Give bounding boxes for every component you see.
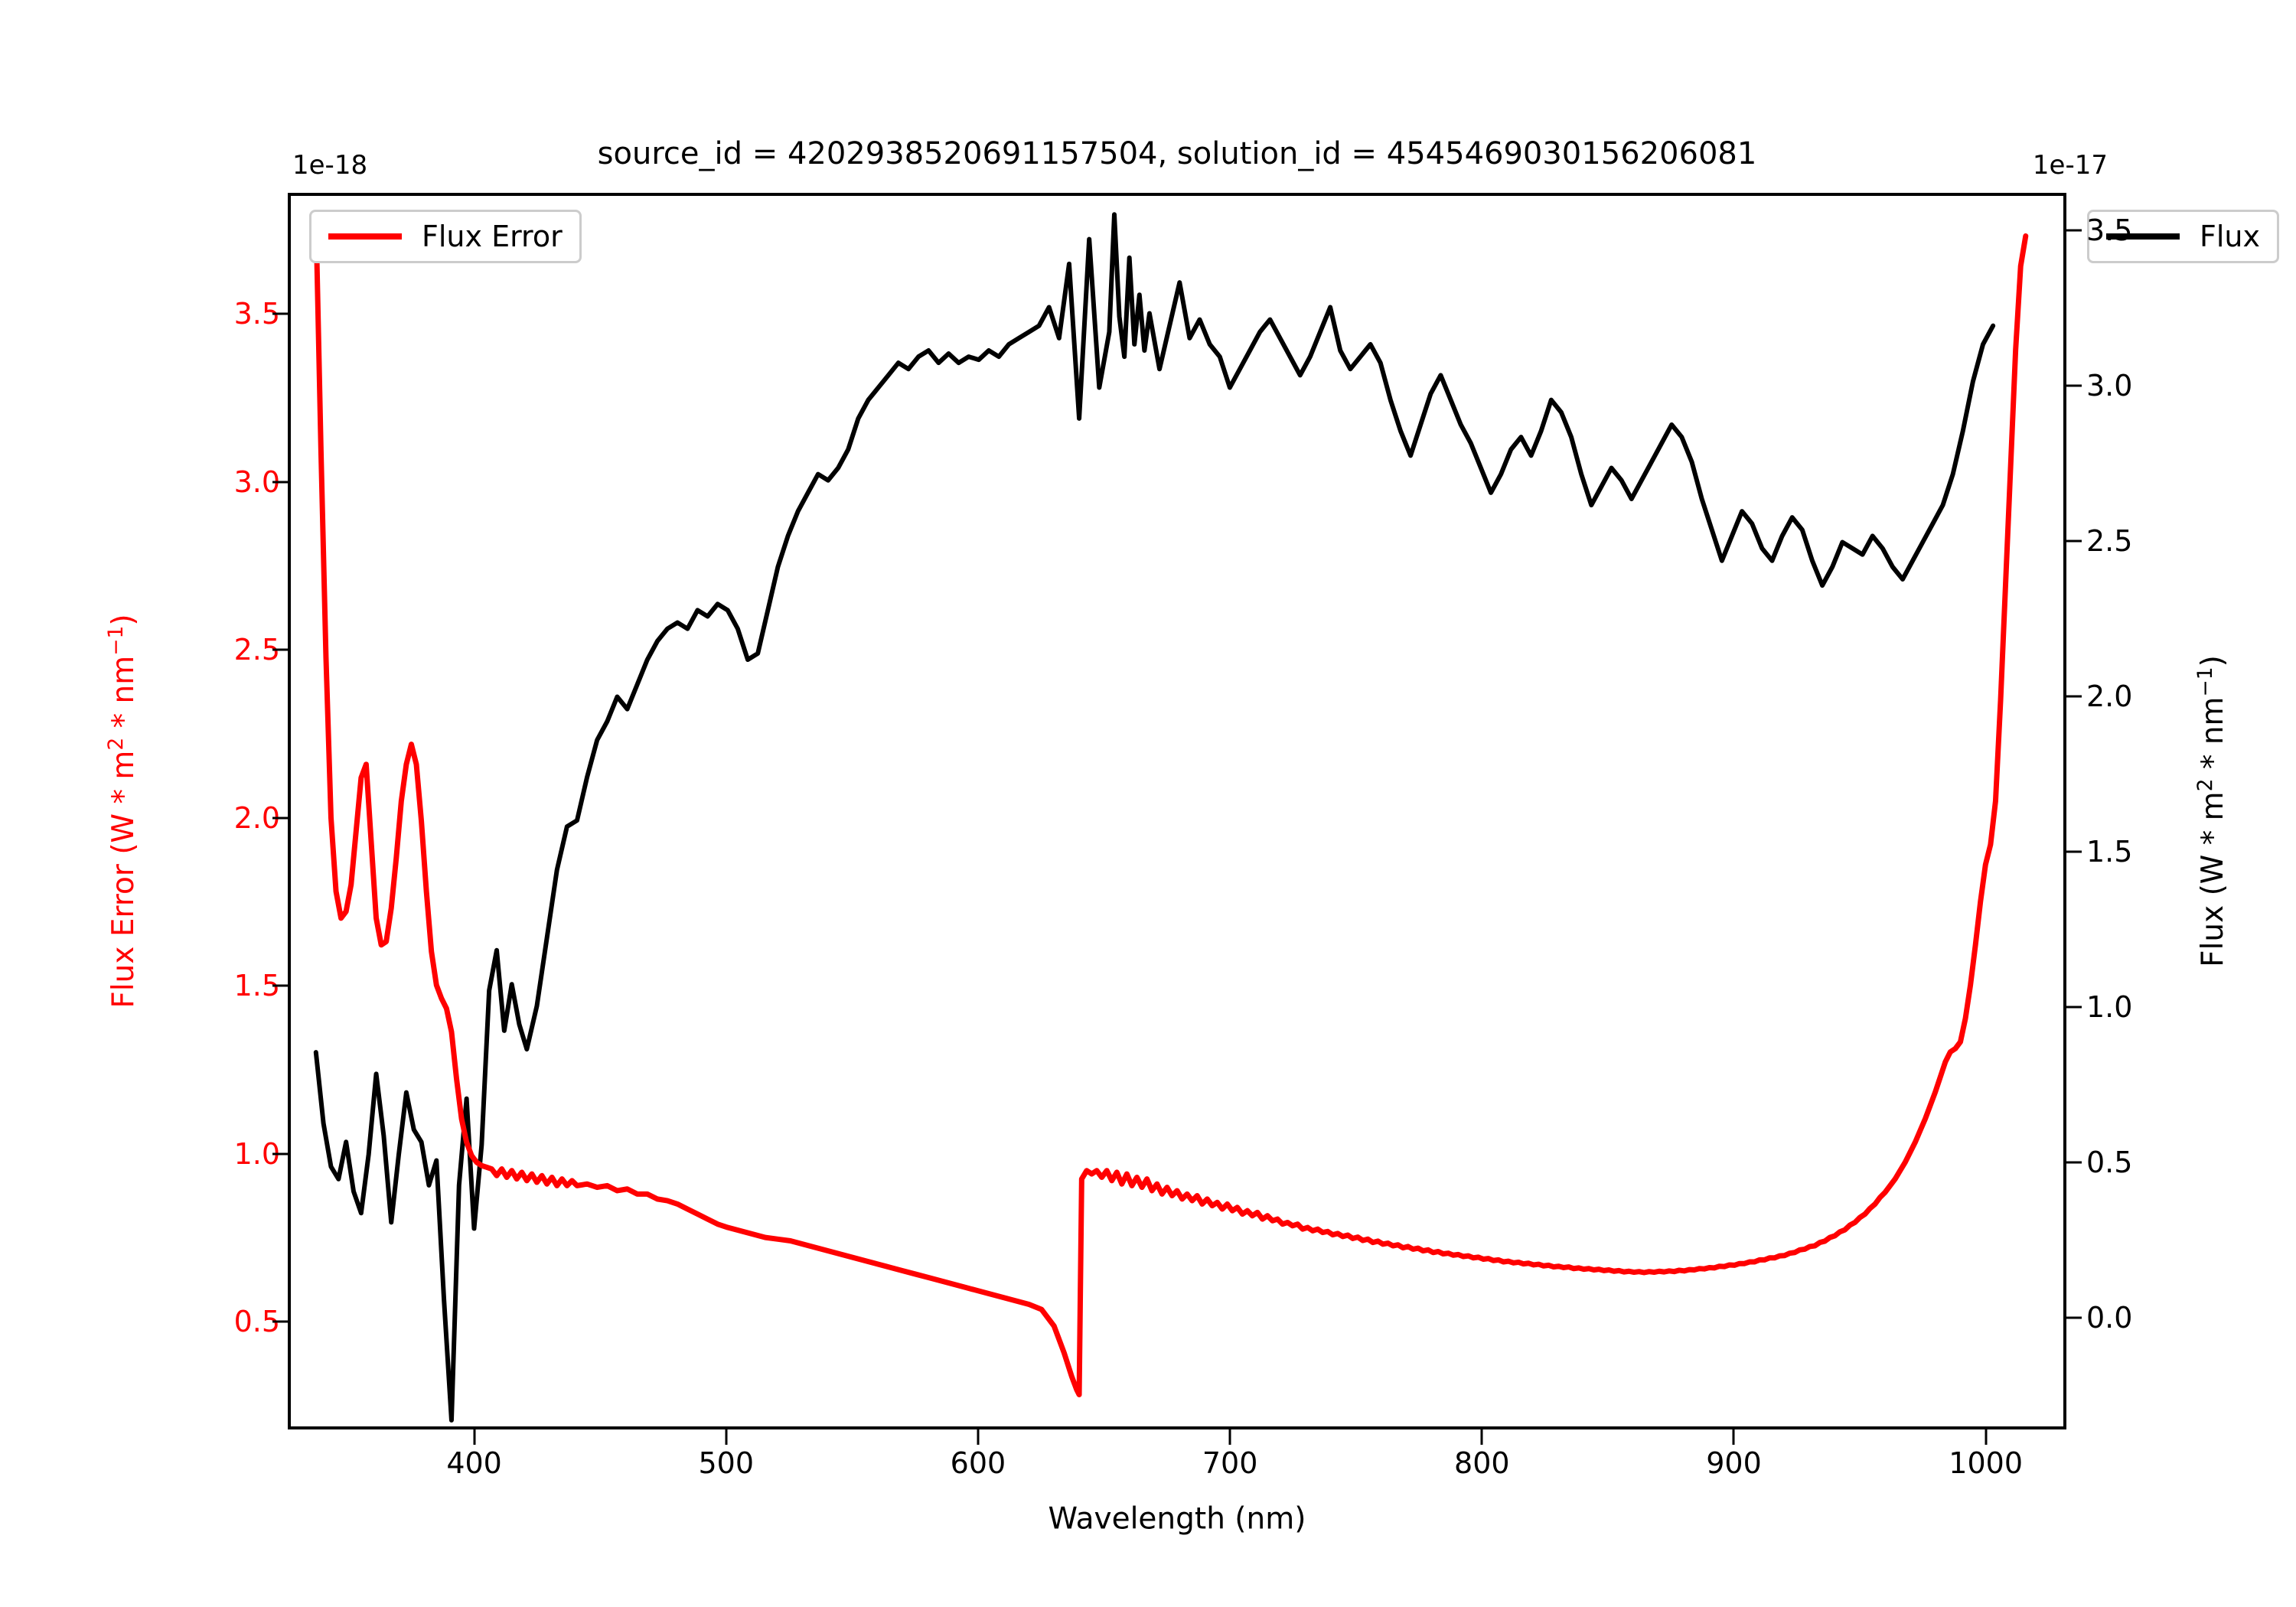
legend-flux-error[interactable]: Flux Error	[309, 210, 582, 263]
right-axis-label-text: Flux (W * m	[2196, 791, 2230, 967]
left-y-tick-label: 2.5	[233, 633, 280, 667]
x-tick-label: 500	[698, 1446, 755, 1480]
left-y-tickmark	[272, 1320, 288, 1323]
right-axis-label-suffix: )	[2196, 655, 2230, 667]
left-axis-offset-text: 1e-18	[292, 150, 368, 181]
left-y-tickmark	[272, 1152, 288, 1156]
flux-error-line	[313, 213, 2029, 1397]
right-y-tickmark	[2066, 850, 2082, 853]
x-tick-label: 700	[1202, 1446, 1258, 1480]
right-y-tickmark	[2066, 384, 2082, 387]
right-y-tick-label: 2.0	[2086, 679, 2133, 713]
x-tick-label: 1000	[1949, 1446, 2024, 1480]
x-tickmark	[1480, 1429, 1483, 1445]
x-tickmark	[725, 1429, 728, 1445]
right-y-tickmark	[2066, 1006, 2082, 1009]
right-y-tick-label: 1.0	[2086, 989, 2133, 1024]
right-y-tick-label: 0.0	[2086, 1300, 2133, 1335]
left-axis-label-sup-m2: 2	[104, 737, 128, 751]
left-y-tickmark	[272, 312, 288, 315]
x-tickmark	[1228, 1429, 1231, 1445]
flux-line	[313, 212, 1996, 1423]
curves-svg	[313, 212, 2029, 1423]
right-y-tickmark	[2066, 1161, 2082, 1164]
left-y-tick-label: 2.0	[233, 800, 280, 835]
right-y-tick-label: 3.5	[2086, 213, 2133, 247]
left-y-tick-label: 1.0	[233, 1136, 280, 1171]
x-tickmark	[473, 1429, 476, 1445]
right-axis-label-sup-m2: 2	[2193, 778, 2217, 792]
left-y-tick-label: 1.5	[233, 969, 280, 1003]
x-axis-label: Wavelength (nm)	[1048, 1501, 1306, 1537]
left-axis-label-mid: * nm	[106, 655, 141, 738]
left-y-tickmark	[272, 817, 288, 820]
left-y-tick-label: 3.5	[233, 297, 280, 331]
left-axis-label-suffix: )	[106, 614, 141, 626]
left-y-tick-label: 3.0	[233, 464, 280, 499]
x-tick-label: 800	[1454, 1446, 1510, 1480]
right-y-tick-label: 3.0	[2086, 368, 2133, 403]
right-y-tickmark	[2066, 539, 2082, 543]
x-tickmark	[1732, 1429, 1735, 1445]
legend-flux[interactable]: Flux	[2087, 210, 2279, 263]
flux-legend-swatch	[2106, 233, 2180, 240]
left-y-tickmark	[272, 984, 288, 987]
flux-error-legend-label: Flux Error	[422, 220, 563, 253]
flux-legend-label: Flux	[2200, 220, 2260, 253]
plot-area	[288, 193, 2066, 1429]
right-y-tick-label: 1.5	[2086, 834, 2133, 869]
left-y-tick-label: 0.5	[233, 1305, 280, 1339]
right-y-tick-label: 0.5	[2086, 1145, 2133, 1179]
flux-error-legend-swatch	[328, 233, 402, 240]
right-y-tickmark	[2066, 695, 2082, 698]
right-y-tickmark	[2066, 1316, 2082, 1319]
x-tick-label: 900	[1706, 1446, 1762, 1480]
x-tick-label: 600	[950, 1446, 1006, 1480]
right-y-tick-label: 2.5	[2086, 523, 2133, 558]
left-y-tickmark	[272, 481, 288, 484]
x-tick-label: 400	[446, 1446, 502, 1480]
right-y-tickmark	[2066, 229, 2082, 232]
right-axis-offset-text: 1e-17	[2032, 150, 2108, 181]
x-tickmark	[977, 1429, 980, 1445]
x-tickmark	[1985, 1429, 1988, 1445]
left-y-tickmark	[272, 648, 288, 651]
plot-title: source_id = 4202938520691157504, solutio…	[597, 136, 1757, 171]
